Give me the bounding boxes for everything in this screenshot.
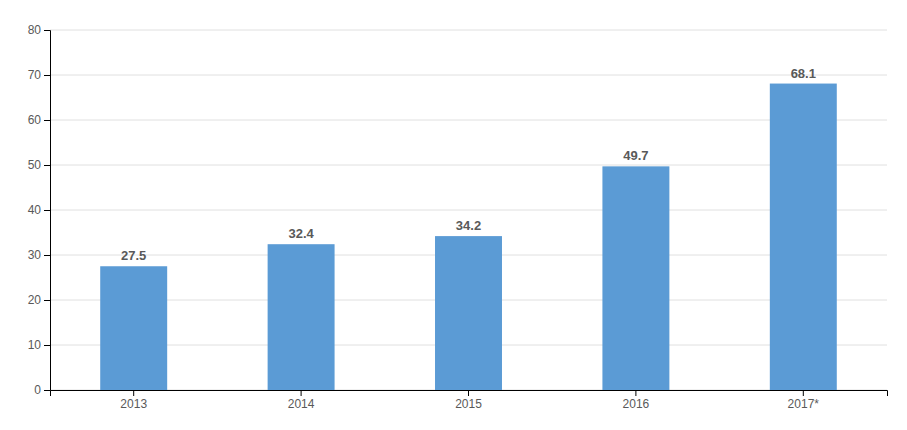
grid-line <box>50 75 887 76</box>
bar <box>770 84 837 390</box>
grid-line <box>50 165 887 166</box>
tick-mark <box>44 345 50 346</box>
tick: 50 <box>28 158 50 172</box>
tick-label: 2015 <box>455 397 482 411</box>
tick-mark <box>133 390 134 396</box>
bar <box>268 244 335 390</box>
tick: 40 <box>28 203 50 217</box>
tick-mark <box>301 390 302 396</box>
tick: 70 <box>28 68 50 82</box>
tick-label: 2016 <box>623 397 650 411</box>
tick-label: 0 <box>34 383 41 397</box>
tick-mark <box>44 165 50 166</box>
chart: 0 10 20 30 40 50 60 70 80 2013 2014 2015 2016 2017* 27… <box>0 0 907 430</box>
tick-mark <box>44 390 50 391</box>
tick-mark <box>803 390 804 396</box>
grid-line <box>50 120 887 121</box>
bar <box>100 266 167 390</box>
y-axis: 0 10 20 30 40 50 60 70 80 <box>28 23 51 397</box>
tick: 0 <box>34 383 50 397</box>
tick-label: 30 <box>28 248 42 262</box>
tick: 2013 <box>120 390 147 411</box>
x-axis: 2013 2014 2015 2016 2017* <box>51 390 888 411</box>
data-label: 49.7 <box>623 148 648 163</box>
tick-label: 50 <box>28 158 42 172</box>
tick-mark <box>44 300 50 301</box>
tick-mark <box>44 120 50 121</box>
tick-label: 2013 <box>120 397 147 411</box>
tick-label: 40 <box>28 203 42 217</box>
data-label: 27.5 <box>121 248 146 263</box>
data-label: 68.1 <box>791 66 816 81</box>
bar <box>602 166 669 390</box>
grid <box>50 30 887 390</box>
tick: 2017* <box>788 390 820 411</box>
grid-line <box>50 30 887 31</box>
tick: 10 <box>28 338 50 352</box>
tick: 2016 <box>623 390 650 411</box>
tick-mark <box>44 255 50 256</box>
tick-label: 70 <box>28 68 42 82</box>
plot: 0 10 20 30 40 50 60 70 80 2013 2014 2015 2016 2017* 27… <box>28 23 888 410</box>
bar <box>435 236 502 390</box>
data-labels: 27.5 32.4 34.2 49.7 68.1 <box>121 66 816 264</box>
tick: 2015 <box>455 390 482 411</box>
tick-mark <box>44 75 50 76</box>
tick-label: 20 <box>28 293 42 307</box>
tick-mark <box>468 390 469 396</box>
tick-mark <box>44 30 50 31</box>
axis-line <box>51 391 888 397</box>
tick-mark <box>635 390 636 396</box>
tick-label: 80 <box>28 23 42 37</box>
tick: 80 <box>28 23 50 37</box>
tick: 30 <box>28 248 50 262</box>
tick-label: 10 <box>28 338 42 352</box>
tick: 2014 <box>288 390 315 411</box>
tick: 60 <box>28 113 50 127</box>
grid-line <box>50 210 887 211</box>
data-label: 32.4 <box>288 226 314 241</box>
tick-mark <box>44 210 50 211</box>
tick-label: 2014 <box>288 397 315 411</box>
tick: 20 <box>28 293 50 307</box>
tick-label: 60 <box>28 113 42 127</box>
axis-line <box>44 31 51 391</box>
bars <box>100 84 837 390</box>
data-label: 34.2 <box>456 218 481 233</box>
tick-label: 2017* <box>788 397 820 411</box>
